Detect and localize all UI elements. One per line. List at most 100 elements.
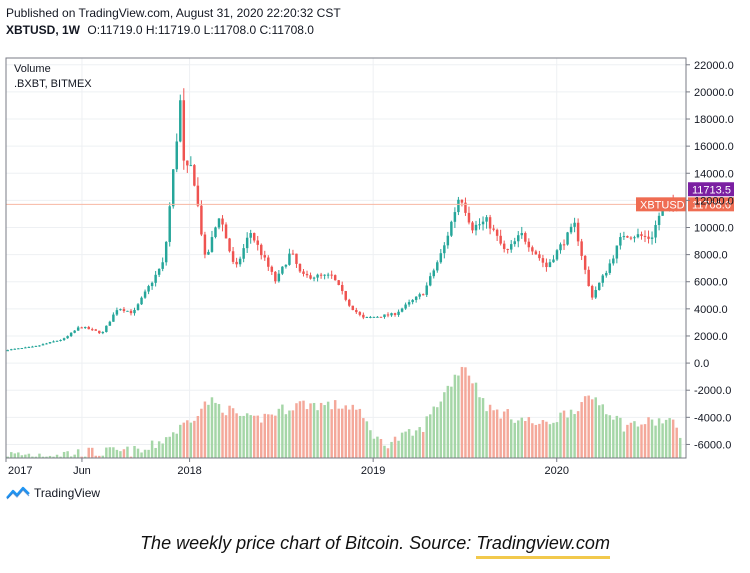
volume-bar [569, 409, 573, 458]
candle-body [312, 277, 316, 279]
volume-bar [196, 415, 200, 458]
volume-bar [369, 430, 372, 458]
candle-body [425, 285, 428, 295]
candle [566, 231, 569, 246]
candle-body [598, 282, 601, 291]
y-tick-label: 12000.0 [694, 195, 734, 207]
candle-body [439, 253, 443, 263]
last-price-label-text: 11708.0 [692, 199, 731, 211]
candle [598, 282, 601, 291]
candle-body [76, 327, 80, 331]
candle [31, 345, 34, 348]
candle [238, 256, 242, 267]
volume-bar [98, 455, 101, 458]
candle [203, 231, 207, 259]
candle-body [369, 316, 372, 318]
caption-source[interactable]: Tradingview.com [476, 533, 610, 553]
volume-bar [524, 421, 527, 458]
volume-bar [548, 424, 552, 458]
candle-body [231, 251, 235, 262]
candle [6, 349, 9, 352]
volume-bar [323, 405, 326, 458]
candle-body [383, 314, 386, 318]
candle [590, 284, 594, 300]
candle [443, 242, 446, 259]
candle [495, 228, 499, 241]
x-tick-label: 2019 [361, 465, 385, 477]
candle-body [270, 266, 274, 272]
volume-bar [20, 455, 24, 458]
candle [330, 270, 333, 279]
volume-bar [147, 449, 150, 458]
volume-bar [270, 414, 274, 458]
candle [414, 296, 418, 303]
candle-body [326, 274, 330, 276]
volume-bar [457, 375, 460, 458]
volume-bar [436, 407, 439, 458]
y-tick-label: 2000.0 [694, 331, 728, 343]
candle [326, 272, 330, 279]
candle [605, 270, 608, 278]
candle-body [59, 339, 62, 341]
candle-body [502, 243, 506, 249]
candle [119, 308, 122, 311]
candle [52, 340, 55, 343]
candle-body [605, 272, 608, 276]
volume-bar [277, 408, 281, 458]
candle-body [633, 237, 636, 239]
volume-bar [210, 397, 214, 458]
volume-bar [31, 456, 34, 458]
candle-body [189, 165, 193, 167]
candle-body [629, 237, 633, 239]
candle-body [485, 217, 488, 222]
volume-bar [288, 410, 291, 458]
volume-bars [6, 366, 682, 458]
candle [594, 286, 597, 300]
candle-body [291, 253, 295, 255]
candle [474, 220, 478, 236]
volume-bar [404, 431, 407, 458]
ohlc-values: O:11719.0 H:11719.0 L:11708.0 C:11708.0 [87, 23, 314, 37]
candle [372, 316, 376, 318]
candle-body [612, 258, 615, 264]
candle [531, 245, 534, 255]
volume-bar [590, 399, 594, 458]
candle-body [298, 263, 302, 272]
volume-bar [513, 422, 516, 458]
volume-bar [119, 451, 122, 458]
candle-body [450, 221, 453, 236]
candle [231, 246, 235, 265]
y-tick-label: 8000.0 [694, 250, 728, 262]
candle [252, 232, 256, 243]
candle [309, 272, 312, 280]
volume-bar [481, 398, 485, 458]
candle [312, 276, 316, 282]
candle [555, 248, 559, 261]
candle [358, 311, 362, 317]
brand[interactable]: TradingView [6, 486, 100, 500]
candle-body [351, 305, 355, 311]
candle-body [608, 263, 612, 273]
volume-bar [443, 392, 446, 458]
volume-bar [552, 422, 555, 458]
overlay: 11713.5 XBTUSD 11708.0 Volume .BXBT, BITMEX [6, 63, 734, 212]
volume-bar [664, 419, 668, 458]
volume-bar [136, 448, 140, 458]
candle [520, 226, 524, 239]
volume-bar [168, 436, 171, 458]
candle-body [524, 233, 527, 242]
candle [608, 259, 612, 275]
candle-body [83, 326, 87, 328]
candle [302, 268, 305, 277]
y-tick-label: 6000.0 [694, 277, 728, 289]
volume-bar [221, 412, 224, 458]
candle-body [429, 276, 432, 286]
symbol-price-tag-bg [636, 197, 686, 212]
volume-bar [376, 436, 379, 458]
candle [464, 197, 467, 216]
volume-bar [179, 424, 182, 458]
volume-bar [161, 443, 164, 458]
candle-body [200, 205, 203, 235]
candle [583, 255, 587, 275]
